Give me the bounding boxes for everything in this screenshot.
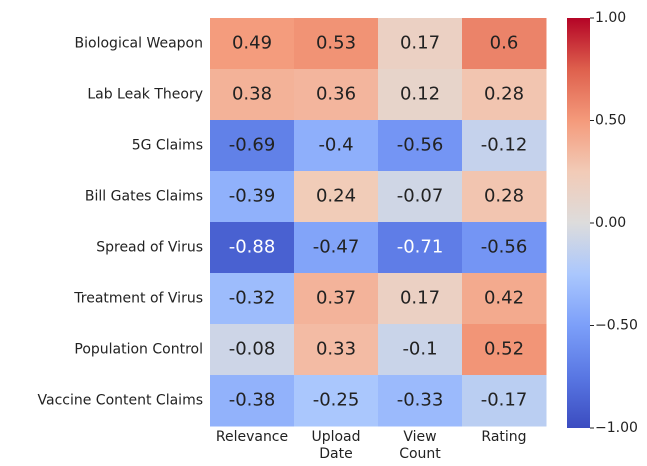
- cell-label: 0.6: [490, 33, 519, 54]
- cell-label: 0.49: [232, 33, 272, 54]
- heatmap-cell: [462, 324, 547, 376]
- cell-label: -0.38: [229, 390, 276, 411]
- heatmap-cell: [378, 375, 463, 427]
- cell-label: -0.56: [481, 237, 528, 258]
- cell-label: 0.33: [316, 339, 356, 360]
- colorbar: [567, 18, 590, 428]
- y-tick-label: Population Control: [74, 342, 203, 358]
- colorbar-tick-label: −0.50: [595, 318, 638, 334]
- heatmap-cell: [462, 375, 547, 427]
- cell-label: -0.47: [313, 237, 360, 258]
- cell-label: -0.69: [229, 135, 276, 156]
- cell-label: 0.24: [316, 186, 356, 207]
- cell-label: 0.17: [400, 288, 440, 309]
- y-tick-label: Biological Weapon: [75, 36, 203, 52]
- x-tick-label: Rating: [481, 429, 527, 445]
- colorbar-tick-label: −1.00: [595, 420, 638, 436]
- x-tick-label: Upload Date: [311, 429, 361, 462]
- heatmap-cell: [210, 18, 295, 70]
- y-tick-label: Lab Leak Theory: [87, 87, 203, 103]
- heatmap-cell: [210, 171, 295, 223]
- cell-label: -0.56: [397, 135, 444, 156]
- heatmap-cell: [462, 273, 547, 325]
- heatmap-cell: [294, 171, 379, 223]
- heatmap-cell: [462, 171, 547, 223]
- heatmap-cell: [378, 324, 463, 376]
- heatmap-cell: [210, 273, 295, 325]
- heatmap-cell: [210, 69, 295, 121]
- heatmap-cell: [210, 375, 295, 427]
- cell-label: -0.12: [481, 135, 528, 156]
- heatmap-cell: [210, 120, 295, 172]
- heatmap-cell: [210, 324, 295, 376]
- cell-label: -0.39: [229, 186, 276, 207]
- cell-label: -0.88: [229, 237, 276, 258]
- y-tick-label: Spread of Virus: [96, 240, 203, 256]
- heatmap-cell: [294, 273, 379, 325]
- colorbar-tick-label: 0.00: [595, 215, 626, 231]
- colorbar-tick-label: 1.00: [595, 10, 626, 26]
- heatmap-cell: [294, 69, 379, 121]
- cell-label: -0.07: [397, 186, 444, 207]
- cell-label: -0.17: [481, 390, 528, 411]
- cell-label: -0.25: [313, 390, 360, 411]
- cell-label: -0.33: [397, 390, 444, 411]
- heatmap-cell: [294, 18, 379, 70]
- cell-label: -0.32: [229, 288, 276, 309]
- heatmap-cell: [462, 69, 547, 121]
- heatmap-cell: [378, 120, 463, 172]
- cell-label: -0.08: [229, 339, 276, 360]
- cell-label: -0.71: [397, 237, 444, 258]
- heatmap-cell: [378, 18, 463, 70]
- cell-label: 0.17: [400, 33, 440, 54]
- heatmap-cell: [294, 120, 379, 172]
- heatmap-cell: [462, 120, 547, 172]
- heatmap-cell: [378, 273, 463, 325]
- y-tick-label: 5G Claims: [132, 138, 203, 154]
- cell-label: 0.37: [316, 288, 356, 309]
- heatmap-cell: [378, 222, 463, 274]
- cell-label: 0.28: [484, 84, 524, 105]
- heatmap-cell: [378, 69, 463, 121]
- heatmap-cell: [462, 222, 547, 274]
- heatmap-cell: [210, 222, 295, 274]
- cell-label: 0.38: [232, 84, 272, 105]
- cell-label: 0.52: [484, 339, 524, 360]
- cell-label: 0.36: [316, 84, 356, 105]
- y-tick-label: Treatment of Virus: [73, 291, 203, 307]
- cell-label: 0.53: [316, 33, 356, 54]
- heatmap-cell: [294, 324, 379, 376]
- y-tick-label: Vaccine Content Claims: [38, 393, 203, 409]
- cell-label: 0.28: [484, 186, 524, 207]
- x-tick-label: View Count: [399, 429, 441, 462]
- cell-label: -0.1: [402, 339, 437, 360]
- heatmap-cell: [294, 222, 379, 274]
- heatmap-cell: [294, 375, 379, 427]
- heatmap-cell: [378, 171, 463, 223]
- heatmap-cell: [462, 18, 547, 70]
- cell-label: 0.42: [484, 288, 524, 309]
- y-tick-label: Bill Gates Claims: [85, 189, 203, 205]
- cell-label: -0.4: [318, 135, 353, 156]
- x-tick-label: Relevance: [215, 429, 289, 445]
- cell-label: 0.12: [400, 84, 440, 105]
- colorbar-tick-label: 0.50: [595, 113, 626, 129]
